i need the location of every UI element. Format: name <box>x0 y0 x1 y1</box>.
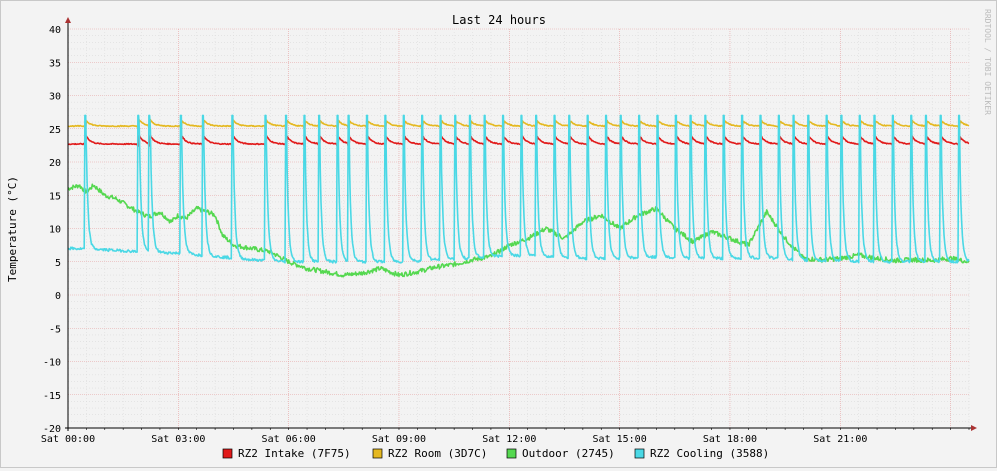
y-tick-label: 15 <box>49 191 61 202</box>
x-tick-label: Sat 18:00 <box>703 434 757 445</box>
y-tick-label: 40 <box>49 25 61 36</box>
x-axis-arrow <box>971 425 977 431</box>
y-axis-label: Temperature (°C) <box>6 176 19 282</box>
y-tick-label: 20 <box>49 158 61 169</box>
x-tick-label: Sat 12:00 <box>482 434 536 445</box>
legend-swatch <box>372 448 383 459</box>
x-tick-label: Sat 03:00 <box>151 434 205 445</box>
y-tick-label: -15 <box>43 391 61 402</box>
x-tick-label: Sat 09:00 <box>372 434 426 445</box>
series-line-cooling <box>67 114 970 264</box>
watermark: RRDTOOL / TOBI OETIKER <box>983 9 992 115</box>
chart-title: Last 24 hours <box>452 13 546 27</box>
series-line-intake <box>67 134 970 147</box>
x-tick-label: Sat 00:00 <box>41 434 95 445</box>
legend-swatch <box>506 448 517 459</box>
x-tick-label: Sat 06:00 <box>262 434 316 445</box>
y-tick-label: 30 <box>49 92 61 103</box>
legend: RZ2 Intake (7F75) RZ2 Room (3D7C) Outdoor … <box>222 447 769 460</box>
x-tick-labels: Sat 00:00 Sat 03:00 Sat 06:00 Sat 09:00 Sat … <box>41 434 867 445</box>
y-tick-label: 35 <box>49 58 61 69</box>
y-tick-labels: 40 35 30 25 20 15 10 5 0 -5 -10 -15 -20 <box>43 25 61 435</box>
x-tick-label: Sat 15:00 <box>593 434 647 445</box>
legend-swatch <box>634 448 645 459</box>
legend-label: RZ2 Cooling (3588) <box>650 447 769 460</box>
y-tick-label: -5 <box>49 324 61 335</box>
legend-label: RZ2 Room (3D7C) <box>388 447 487 460</box>
plot-area <box>67 114 970 278</box>
y-tick-label: -20 <box>43 424 61 435</box>
legend-swatch <box>222 448 233 459</box>
legend-label: Outdoor (2745) <box>522 447 615 460</box>
series-line-outdoor <box>67 183 970 278</box>
y-tick-label: -10 <box>43 358 61 369</box>
y-tick-label: 0 <box>55 291 61 302</box>
y-tick-label: 10 <box>49 225 61 236</box>
y-tick-label: 5 <box>55 258 61 269</box>
grid <box>67 28 970 429</box>
legend-label: RZ2 Intake (7F75) <box>238 447 351 460</box>
series-line-room <box>67 118 970 129</box>
y-axis-arrow <box>65 17 71 23</box>
axes <box>65 17 977 431</box>
y-tick-label: 25 <box>49 125 61 136</box>
x-tick-label: Sat 21:00 <box>813 434 867 445</box>
